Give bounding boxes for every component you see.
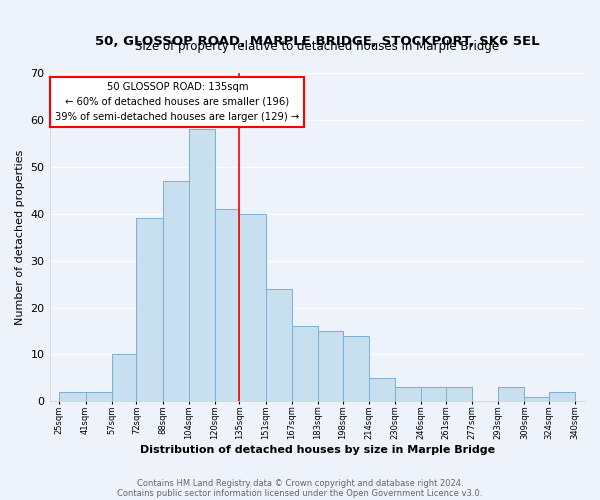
Bar	[266, 288, 292, 402]
Bar	[189, 129, 215, 402]
Title: 50, GLOSSOP ROAD, MARPLE BRIDGE, STOCKPORT, SK6 5EL: 50, GLOSSOP ROAD, MARPLE BRIDGE, STOCKPO…	[95, 35, 539, 48]
Text: Contains HM Land Registry data © Crown copyright and database right 2024.: Contains HM Land Registry data © Crown c…	[137, 478, 463, 488]
Bar	[549, 392, 575, 402]
Bar	[215, 209, 239, 402]
Text: Contains public sector information licensed under the Open Government Licence v3: Contains public sector information licen…	[118, 488, 482, 498]
Text: Size of property relative to detached houses in Marple Bridge: Size of property relative to detached ho…	[135, 40, 499, 53]
Bar	[369, 378, 395, 402]
X-axis label: Distribution of detached houses by size in Marple Bridge: Distribution of detached houses by size …	[140, 445, 495, 455]
Text: 50 GLOSSOP ROAD: 135sqm
← 60% of detached houses are smaller (196)
39% of semi-d: 50 GLOSSOP ROAD: 135sqm ← 60% of detache…	[55, 82, 299, 122]
Bar	[318, 331, 343, 402]
Bar	[343, 336, 369, 402]
Bar	[446, 388, 472, 402]
Bar	[136, 218, 163, 402]
Bar	[524, 396, 549, 402]
Bar	[292, 326, 318, 402]
Bar	[59, 392, 86, 402]
Bar	[239, 214, 266, 402]
Bar	[395, 388, 421, 402]
Bar	[86, 392, 112, 402]
Bar	[112, 354, 136, 402]
Y-axis label: Number of detached properties: Number of detached properties	[15, 150, 25, 325]
Bar	[421, 388, 446, 402]
Bar	[498, 388, 524, 402]
Bar	[163, 181, 189, 402]
